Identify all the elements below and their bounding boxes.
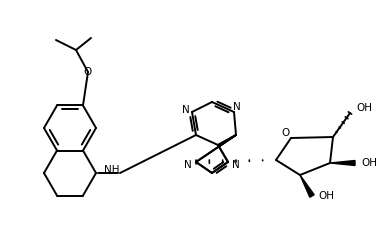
Text: N: N (184, 160, 192, 170)
Text: OH: OH (318, 191, 334, 201)
Text: N: N (232, 160, 240, 170)
Text: OH: OH (356, 103, 372, 113)
Text: NH: NH (104, 165, 120, 175)
Polygon shape (300, 175, 314, 197)
Text: O: O (84, 67, 92, 77)
Text: N: N (182, 105, 190, 115)
Text: OH: OH (361, 158, 377, 168)
Polygon shape (330, 161, 355, 166)
Text: O: O (282, 128, 290, 138)
Text: N: N (233, 102, 241, 112)
